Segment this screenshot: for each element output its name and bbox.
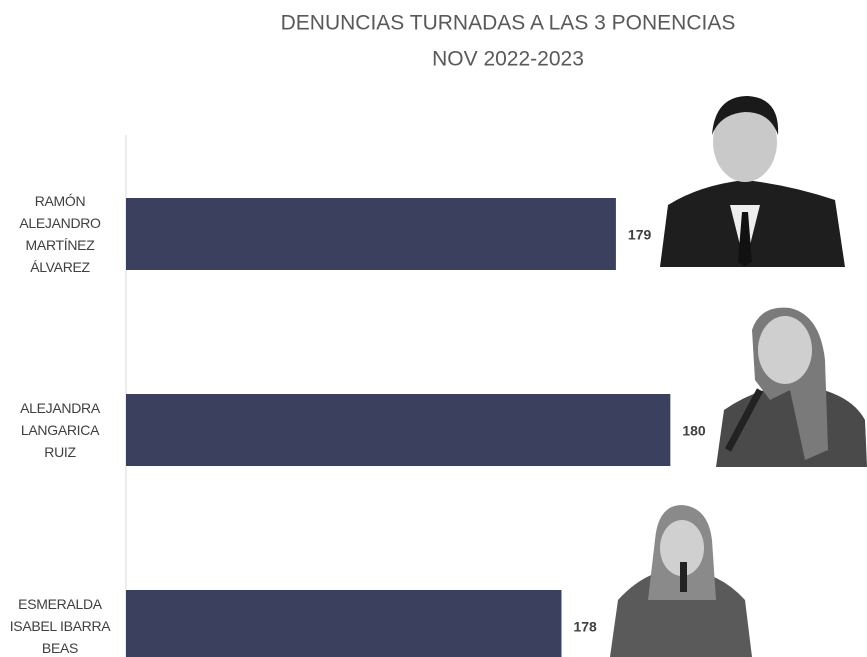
photo-2 [716,308,867,467]
y-tick-label: RAMÓN ALEJANDRO MARTÍNEZ ÁLVAREZ [4,190,116,278]
y-tick-label: ESMERALDA ISABEL IBARRA BEAS [4,593,116,657]
chart: DENUNCIAS TURNADAS A LAS 3 PONENCIAS NOV… [0,0,867,657]
y-tick-label: ALEJANDRA LANGARICA RUIZ [4,397,116,463]
photo-3 [610,505,752,657]
bar [126,394,670,466]
value-label: 180 [682,423,706,439]
chart-subtitle: NOV 2022-2023 [432,48,584,71]
bar [126,590,561,657]
page: DENUNCIAS TURNADAS A LAS 3 PONENCIAS NOV… [0,0,867,657]
chart-title: DENUNCIAS TURNADAS A LAS 3 PONENCIAS [281,12,736,35]
photo-1 [660,96,845,267]
value-label: 179 [628,227,652,243]
bar [126,198,616,270]
value-label: 178 [573,619,597,635]
